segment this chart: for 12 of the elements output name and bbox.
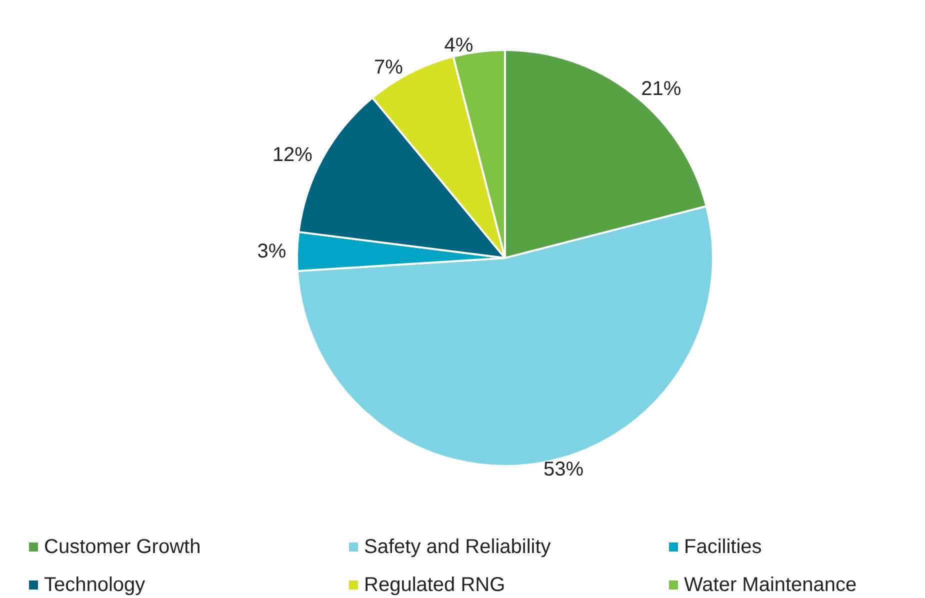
- data-label: 21%: [641, 78, 682, 100]
- legend-label: Facilities: [684, 536, 762, 558]
- data-label: 3%: [257, 240, 286, 262]
- legend-label: Regulated RNG: [364, 574, 506, 596]
- legend-label: Technology: [44, 574, 146, 596]
- data-label: 53%: [543, 458, 584, 480]
- data-label: 7%: [374, 56, 404, 78]
- data-label: 4%: [444, 34, 474, 57]
- legend-label: Customer Growth: [44, 536, 201, 558]
- legend-label: Safety and Reliability: [364, 536, 551, 558]
- data-label: 12%: [272, 144, 313, 166]
- legend-label: Water Maintenance: [684, 574, 857, 596]
